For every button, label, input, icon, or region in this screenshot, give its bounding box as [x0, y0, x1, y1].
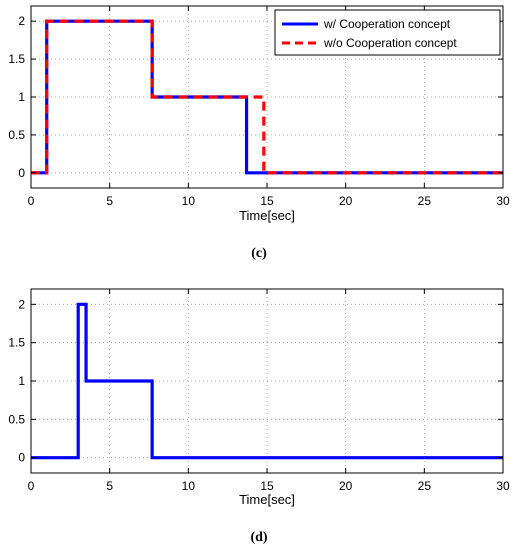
x-tick-label: 30 [496, 194, 510, 208]
x-tick-label: 15 [260, 479, 274, 493]
series-line-d-0 [31, 302, 503, 460]
chart-d: 0 5 10 15 20 25 30 0 0.5 1 1.5 2 Time[sec] (d) [8, 288, 510, 545]
ticks-d: 0 5 10 15 20 25 30 0 0.5 1 1.5 2 [8, 289, 510, 493]
x-tick-label: 10 [182, 479, 196, 493]
x-tick-label: 5 [106, 194, 113, 208]
x-tick-label: 30 [496, 479, 510, 493]
y-tick-label: 0 [18, 166, 25, 180]
x-tick-label: 10 [182, 194, 196, 208]
y-tick-label: 1 [18, 374, 25, 388]
chart-c: 0 5 10 15 20 25 30 0 0.5 1 1.5 2 Time[sec] (c) w/ C… [8, 5, 510, 261]
legend-box [274, 9, 501, 56]
series-d [31, 302, 503, 460]
y-tick-label: 2 [18, 297, 25, 311]
series-line-c-0 [31, 19, 503, 175]
x-tick-label: 5 [106, 479, 113, 493]
x-axis-label-c: Time[sec] [239, 208, 295, 223]
y-tick-label: 1.5 [8, 52, 25, 66]
y-tick-label: 0.5 [8, 128, 25, 142]
legend-label-with-cooperation: w/ Cooperation concept [323, 17, 451, 31]
x-tick-label: 25 [418, 479, 432, 493]
legend-label-without-cooperation: w/o Cooperation concept [323, 36, 457, 50]
y-tick-label: 0.5 [8, 412, 25, 426]
x-axis-label-d: Time[sec] [239, 492, 295, 507]
y-tick-label: 1 [18, 90, 25, 104]
x-tick-label: 25 [418, 194, 432, 208]
y-tick-label: 0 [18, 451, 25, 465]
legend-c: w/ Cooperation concept w/o Cooperation c… [274, 9, 501, 56]
series-c [31, 19, 503, 175]
y-tick-label: 1.5 [8, 336, 25, 350]
y-tick-label: 2 [18, 14, 25, 28]
x-tick-label: 20 [339, 479, 353, 493]
x-tick-label: 15 [260, 194, 274, 208]
caption-c: (c) [251, 246, 267, 261]
ticks-c: 0 5 10 15 20 25 30 0 0.5 1 1.5 2 [8, 6, 510, 208]
x-tick-label: 0 [28, 479, 35, 493]
caption-d: (d) [250, 530, 267, 545]
x-tick-label: 20 [339, 194, 353, 208]
x-tick-label: 0 [28, 194, 35, 208]
